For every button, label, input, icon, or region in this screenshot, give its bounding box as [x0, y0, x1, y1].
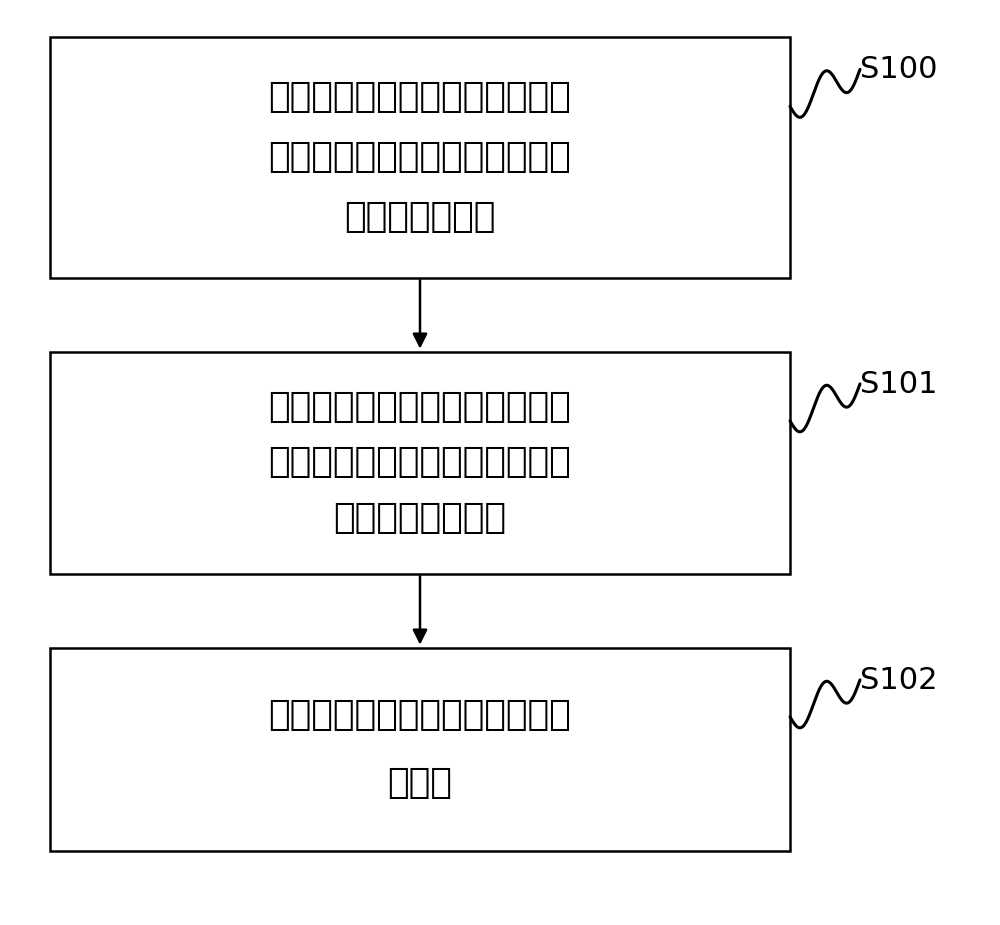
Bar — [50, 37, 790, 278]
Text: 生成具有刻度设置参数的第一控: 生成具有刻度设置参数的第一控 — [269, 698, 571, 733]
Text: S102: S102 — [860, 666, 938, 695]
Text: 图形用户界面，图形用户界面上: 图形用户界面，图形用户界面上 — [269, 141, 571, 174]
Text: 显示有控制对象: 显示有控制对象 — [344, 201, 496, 234]
Bar — [50, 352, 790, 574]
Text: 作为刻度设置参数: 作为刻度设置参数 — [334, 501, 507, 535]
Text: 制指令: 制指令 — [388, 766, 452, 800]
Bar — [50, 648, 790, 851]
Text: 接受对当前控制对象的刻度调节: 接受对当前控制对象的刻度调节 — [269, 390, 571, 424]
Text: S101: S101 — [860, 370, 938, 399]
Text: 操作，并将操作结果反映的数值: 操作，并将操作结果反映的数值 — [269, 446, 571, 479]
Text: S100: S100 — [860, 56, 938, 84]
Text: 渲染出用于进行刻度调节操作的: 渲染出用于进行刻度调节操作的 — [269, 80, 571, 114]
